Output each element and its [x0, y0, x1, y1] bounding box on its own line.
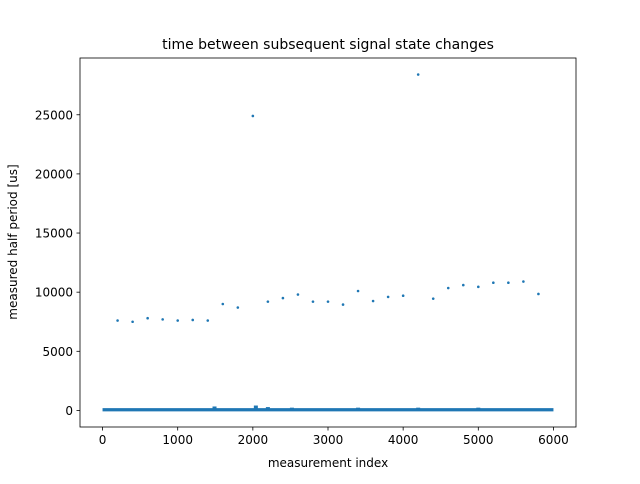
data-point: [176, 319, 179, 322]
data-point: [386, 295, 390, 299]
data-point: [537, 292, 540, 296]
x-tick-label: 0: [99, 433, 107, 447]
y-tick-label: 5000: [42, 345, 73, 359]
data-point: [206, 319, 210, 322]
data-points: [116, 73, 540, 324]
data-point: [401, 294, 405, 298]
data-point: [522, 280, 525, 283]
data-point: [477, 285, 480, 289]
baseline-bump-point: [476, 407, 481, 410]
data-point: [236, 306, 240, 309]
chart-title: time between subsequent signal state cha…: [162, 37, 494, 53]
x-tick-label: 2000: [238, 433, 269, 447]
y-axis-ticks: 0 5000 10000 15000 20000 25000: [35, 108, 80, 418]
data-point: [446, 286, 450, 290]
data-point: [371, 299, 375, 303]
data-point: [311, 300, 315, 303]
x-axis-ticks: 0 1000 2000 3000 4000 5000 6000: [99, 427, 569, 447]
data-point: [251, 114, 255, 118]
data-point: [461, 283, 465, 287]
baseline-bump-point: [356, 407, 361, 410]
data-point: [221, 302, 225, 306]
baseline-bump-point: [416, 407, 421, 410]
y-tick-label: 15000: [35, 227, 73, 241]
baseline-bump-point: [289, 407, 294, 410]
y-tick-label: 25000: [35, 108, 73, 122]
data-point: [326, 300, 330, 303]
x-tick-label: 4000: [388, 433, 419, 447]
data-point: [116, 319, 119, 322]
data-point: [492, 281, 495, 285]
baseline-bump-point: [253, 405, 258, 410]
data-point: [356, 289, 360, 293]
data-point: [161, 318, 164, 321]
x-tick-label: 6000: [538, 433, 569, 447]
y-axis-label: measured half period [us]: [6, 164, 20, 319]
plot-area: [102, 73, 554, 412]
baseline-band: [102, 405, 554, 412]
x-tick-label: 3000: [313, 433, 344, 447]
data-point: [341, 303, 345, 306]
data-point: [281, 296, 285, 300]
y-tick-label: 10000: [35, 286, 73, 300]
x-axis-label: measurement index: [268, 456, 388, 470]
data-point: [507, 281, 510, 285]
data-point: [431, 297, 435, 300]
data-point: [146, 316, 149, 320]
y-tick-label: 0: [65, 404, 73, 418]
baseline-bump-point: [212, 406, 217, 410]
x-tick-label: 1000: [162, 433, 193, 447]
data-point: [266, 300, 270, 303]
baseline-bump-point: [265, 407, 270, 410]
x-tick-label: 5000: [463, 433, 494, 447]
data-point: [296, 293, 300, 296]
data-point: [416, 73, 420, 76]
data-point: [131, 320, 134, 324]
data-point: [191, 318, 195, 322]
y-tick-label: 20000: [35, 167, 73, 181]
